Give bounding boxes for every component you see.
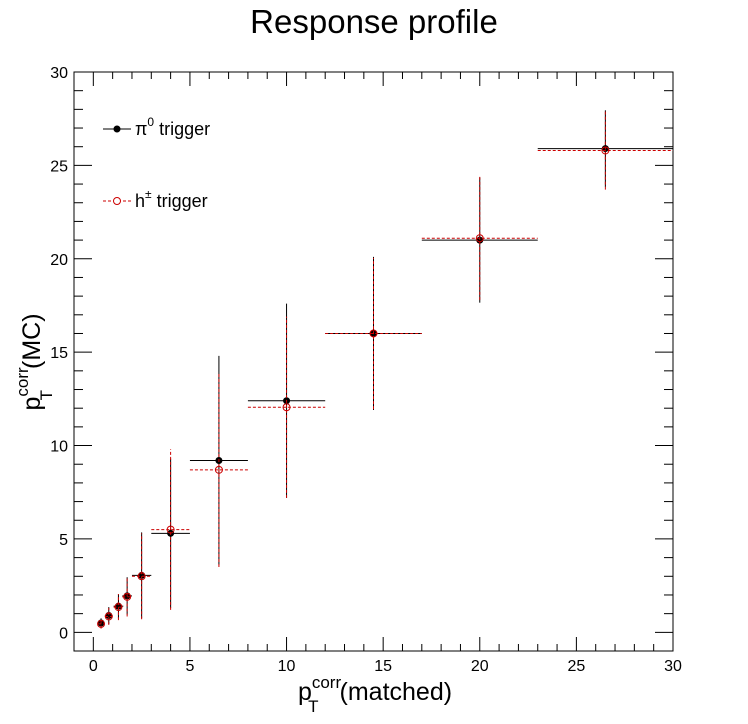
legend-entry-pi0: π0 trigger <box>103 115 210 139</box>
data-point <box>282 403 291 412</box>
data-point <box>475 234 484 243</box>
x-tick-label: 25 <box>567 658 585 675</box>
legend-hpm-sup: ± <box>145 187 152 201</box>
data-point <box>97 619 106 628</box>
y-tick-label: 30 <box>50 65 68 82</box>
x-tick-label: 5 <box>185 658 194 675</box>
legend-pi0-sup: 0 <box>147 115 154 129</box>
axis-ticks <box>73 71 674 652</box>
legend-pi0-base: π <box>135 119 147 139</box>
x-tick-label: 20 <box>471 658 489 675</box>
legend-hpm-marker <box>113 197 121 205</box>
x-tick-label: 0 <box>89 658 98 675</box>
x-axis-label-sup: corr <box>312 673 342 692</box>
y-tick-label: 20 <box>50 252 68 269</box>
y-axis-label: pcorr T (MC) <box>13 313 56 410</box>
series-1 <box>97 111 673 629</box>
x-axis-label-base: p <box>298 678 312 706</box>
x-tick-label: 15 <box>374 658 392 675</box>
data-point <box>601 146 610 155</box>
y-axis-label-suffix: (MC) <box>18 313 46 369</box>
plot-frame <box>73 71 674 652</box>
legend-hpm-label: h± trigger <box>135 187 208 211</box>
y-tick-label: 5 <box>59 532 68 549</box>
data-point <box>369 329 378 338</box>
y-axis-label-sup: corr <box>13 367 32 397</box>
y-axis-label-base: p <box>18 397 46 411</box>
y-tick-label: 15 <box>50 345 68 362</box>
data-point <box>104 612 113 621</box>
legend-hpm-base: h <box>135 191 145 211</box>
y-tick-label: 25 <box>50 158 68 175</box>
y-tick-label: 10 <box>50 439 68 456</box>
y-tick-label: 0 <box>59 625 68 642</box>
y-axis-label-sub: T <box>37 390 56 400</box>
data-point <box>214 465 223 474</box>
legend-entry-hpm: h± trigger <box>103 187 208 211</box>
data-point <box>166 525 175 534</box>
legend-hpm-suffix: trigger <box>152 191 208 211</box>
x-axis-label-sub: T <box>308 697 318 716</box>
data-series <box>97 110 673 629</box>
x-axis-label-suffix: (matched) <box>340 678 453 706</box>
x-tick-label: 30 <box>664 658 682 675</box>
axis-tick-labels: 0 5 10 15 20 25 30 0 5 10 15 20 25 30 <box>50 65 682 675</box>
legend-pi0-label: π0 trigger <box>135 115 210 139</box>
legend-pi0-marker <box>113 125 121 133</box>
data-point <box>123 592 132 601</box>
data-point <box>114 603 123 612</box>
legend: π0 trigger h± trigger <box>103 115 210 211</box>
series-0 <box>97 110 673 628</box>
chart-title: Response profile <box>250 3 498 40</box>
data-point <box>137 572 146 581</box>
x-axis-label: pcorr T (matched) <box>298 673 452 716</box>
x-tick-label: 10 <box>278 658 296 675</box>
legend-pi0-suffix: trigger <box>154 119 210 139</box>
